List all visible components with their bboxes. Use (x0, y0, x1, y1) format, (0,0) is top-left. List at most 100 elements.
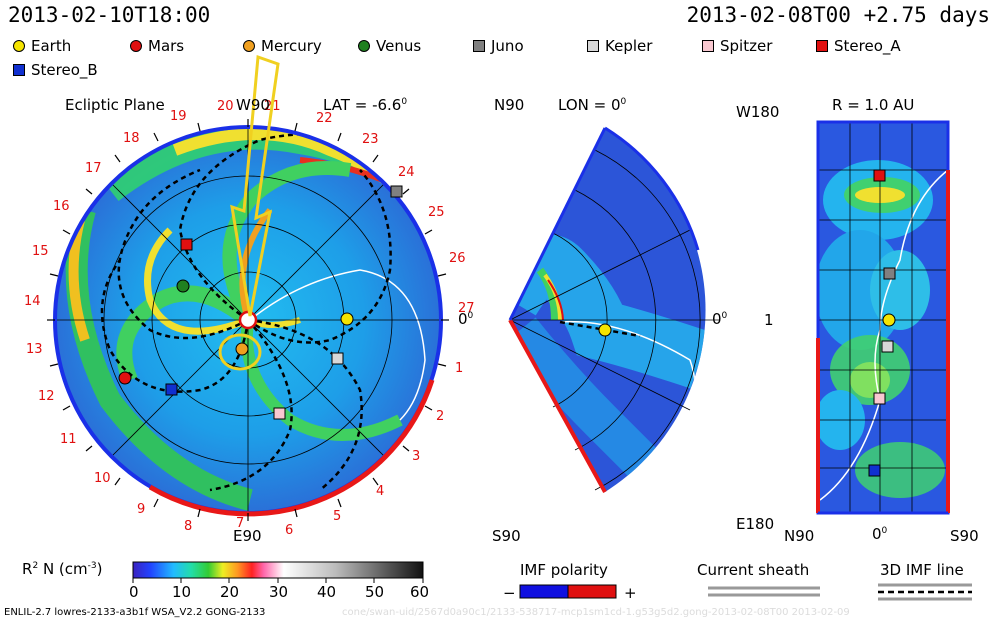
cb-close: ) (96, 560, 103, 578)
stereo-a-marker[interactable] (180, 238, 193, 251)
lon-value: LON = 0 (558, 96, 621, 114)
colorbar-tick-40: 40 (317, 583, 337, 601)
venus-marker-icon (358, 40, 370, 52)
tick-9: 9 (137, 502, 145, 517)
imf-minus-label: − (503, 584, 516, 602)
mercury-marker[interactable] (235, 342, 249, 356)
legend-label: Stereo_A (834, 37, 901, 55)
cb-n: N (cm (38, 560, 88, 578)
mars-marker[interactable] (118, 371, 132, 385)
legend-label: Spitzer (720, 37, 773, 55)
colorbar-tick-0: 0 (129, 583, 139, 601)
kepler-marker-icon (587, 40, 599, 52)
colorbar-tick-30: 30 (269, 583, 289, 601)
colorbar-tick-50: 50 (365, 583, 385, 601)
radial-stereo-a-marker[interactable] (873, 169, 886, 182)
juno-marker[interactable] (390, 185, 403, 198)
zero-value: 0 (458, 310, 468, 328)
lat-value: LAT = -6.6 (323, 96, 402, 114)
tick-12: 12 (38, 389, 55, 404)
tick-25: 25 (428, 205, 445, 220)
mars-marker-icon (130, 40, 142, 52)
tick-23: 23 (362, 132, 379, 147)
radial-spitzer-marker[interactable] (873, 392, 886, 405)
kepler-marker[interactable] (331, 352, 344, 365)
radial-earth-marker[interactable] (882, 313, 896, 327)
spitzer-marker-icon (702, 40, 714, 52)
run-time: 2013-02-08T00 +2.75 days (686, 3, 990, 27)
legend-mercury: Mercury (243, 37, 322, 55)
legend-spitzer: Spitzer (702, 37, 772, 55)
imf-polarity-title: IMF polarity (520, 561, 608, 579)
radial-e180-label: E180 (736, 515, 775, 533)
ecliptic-plane-panel: 1 2 3 4 5 6 7 8 9 10 11 12 13 14 15 16 1… (24, 54, 475, 538)
stereo-b-marker-icon (13, 64, 25, 76)
rim-negative (53, 125, 443, 321)
tick-4: 4 (376, 484, 384, 499)
tick-19: 19 (170, 109, 187, 124)
spitzer-marker[interactable] (273, 407, 286, 420)
legend-venus: Venus (358, 37, 421, 55)
imf-positive-bar (567, 584, 617, 599)
annotation-arrow (230, 54, 280, 317)
tick-27: 27 (458, 301, 475, 316)
venus-marker[interactable] (176, 279, 190, 293)
tick-3: 3 (412, 449, 420, 464)
rim-positive (148, 379, 435, 517)
tick-10: 10 (94, 471, 111, 486)
tick-15: 15 (32, 244, 49, 259)
tick-2: 2 (436, 409, 444, 424)
legend-label: Stereo_B (31, 61, 98, 79)
radial-n90-label: N90 (784, 527, 815, 545)
juno-marker-icon (473, 40, 485, 52)
colorbar-tick-60: 60 (410, 583, 430, 601)
meridional-s90-label: S90 (492, 527, 521, 545)
legend-label: Mercury (261, 37, 322, 55)
sun-marker (238, 310, 258, 330)
earth-marker-icon (13, 40, 25, 52)
colorbar-label: R2 N (cm-3) (22, 560, 102, 578)
zero-degree: 0 (721, 311, 728, 321)
colorbar-tick-10: 10 (172, 583, 192, 601)
colorbar-tick-20: 20 (220, 583, 240, 601)
legend-juno: Juno (473, 37, 524, 55)
zero-degree: 0 (467, 311, 474, 321)
cb-r: R (22, 560, 33, 578)
cb-r-sup: 2 (32, 561, 39, 571)
legend-label: Venus (376, 37, 422, 55)
colorbar-ticks (132, 578, 424, 583)
tick-5: 5 (333, 509, 341, 524)
ecliptic-zero-label: 00 (458, 310, 473, 328)
meridional-n90-label: N90 (494, 96, 525, 114)
legend-label: Earth (31, 37, 72, 55)
stereo-b-marker[interactable] (165, 383, 178, 396)
radial-juno-marker[interactable] (883, 267, 896, 280)
radial-kepler-marker[interactable] (881, 340, 894, 353)
radial-w180-label: W180 (736, 103, 780, 121)
imf-3d-line-title: 3D IMF line (880, 561, 964, 579)
ecliptic-tick-labels: 1 2 3 4 5 6 7 8 9 10 11 12 13 14 15 16 1… (24, 99, 475, 538)
tick-1: 1 (455, 361, 463, 376)
radial-stereo-b-marker[interactable] (868, 464, 881, 477)
legend-stereo-b: Stereo_B (13, 61, 98, 79)
meridional-earth-marker[interactable] (598, 323, 612, 337)
legend-earth: Earth (13, 37, 71, 55)
ecliptic-w90-label: W90 (236, 96, 270, 114)
model-time: 2013-02-10T18:00 (8, 3, 211, 27)
annotation-circle (218, 333, 262, 371)
earth-marker[interactable] (340, 312, 354, 326)
legend-label: Mars (148, 37, 185, 55)
radial-zero-label: 00 (872, 525, 887, 543)
tick-18: 18 (123, 131, 140, 146)
legend-label: Kepler (605, 37, 653, 55)
lon-degree: 0 (620, 97, 627, 107)
ecliptic-plane-title: Ecliptic Plane (65, 96, 165, 114)
colorbar (132, 561, 424, 579)
tick-8: 8 (184, 519, 192, 534)
tick-6: 6 (285, 523, 293, 538)
tick-17: 17 (85, 161, 102, 176)
legend-stereo-a: Stereo_A (816, 37, 901, 55)
ecliptic-tick-marks (47, 119, 449, 521)
imf-spiral-lines (100, 132, 392, 492)
